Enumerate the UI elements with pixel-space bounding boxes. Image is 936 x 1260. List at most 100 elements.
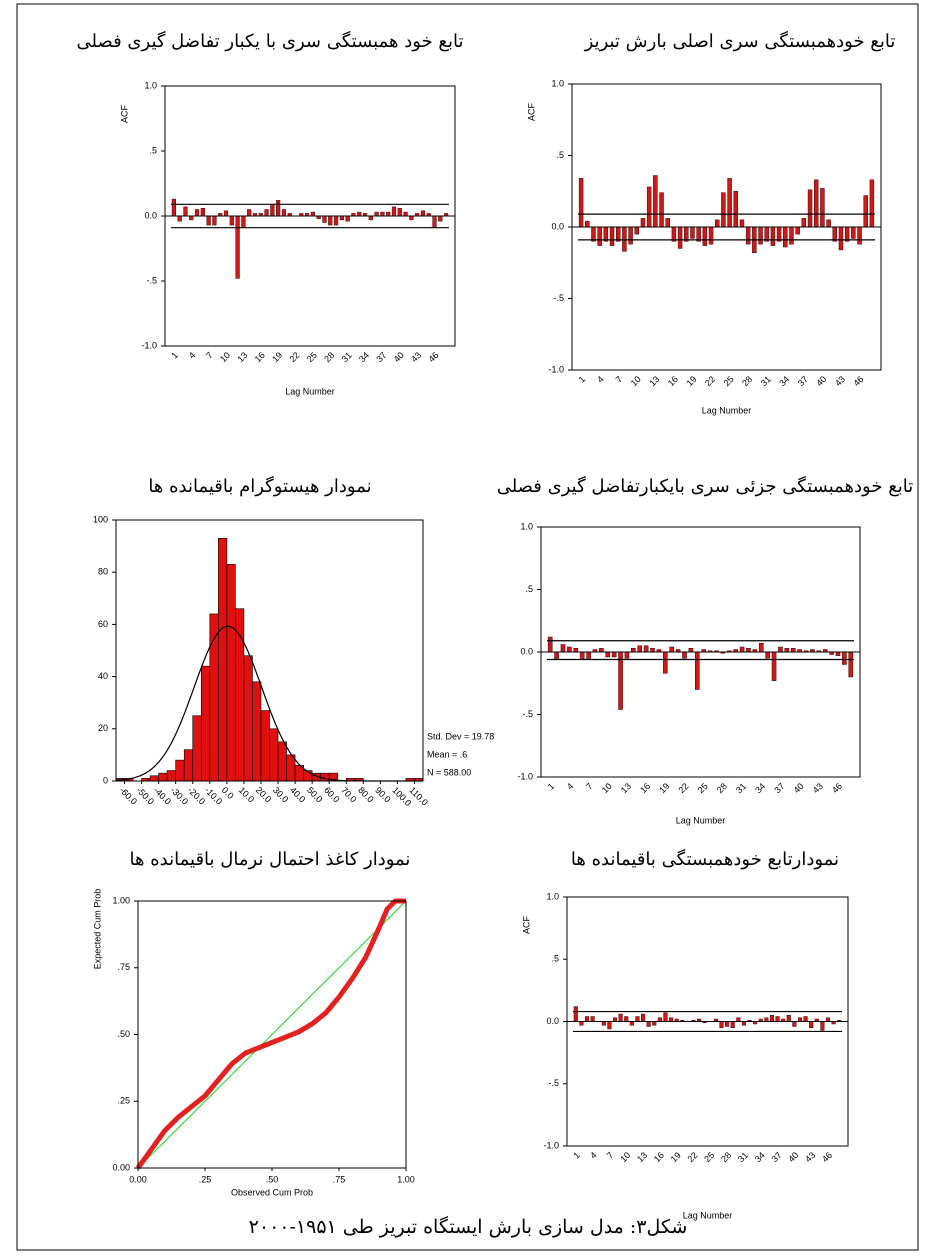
x-tick-label: 70.0 — [339, 785, 358, 804]
x-tick-label: 43 — [833, 374, 847, 388]
y-axis-label: ACF — [526, 102, 536, 121]
x-tick-label: -60.0 — [117, 785, 139, 807]
bar — [663, 1012, 668, 1022]
figure-border — [16, 3, 919, 1251]
stat-label: Std. Dev = 19.78 — [427, 731, 494, 741]
y-tick-label: 40 — [98, 671, 108, 681]
bar — [825, 1017, 831, 1022]
bar — [832, 226, 838, 242]
bar — [719, 1021, 724, 1028]
bar — [813, 179, 819, 228]
x-tick-label: 40 — [392, 350, 406, 364]
bar — [397, 207, 402, 217]
y-tick-label: 0.00 — [112, 1162, 130, 1172]
bar — [591, 226, 596, 242]
y-axis-label: ACF — [521, 915, 531, 934]
bar — [684, 226, 689, 242]
plot-frame — [571, 83, 882, 371]
y-tick-label: -1.0 — [141, 340, 157, 350]
x-tick-label: -40.0 — [152, 785, 174, 807]
histogram-bar — [149, 775, 159, 782]
histogram-bar — [320, 772, 330, 782]
bar — [702, 226, 708, 246]
x-tick-label: 4 — [595, 374, 606, 385]
x-tick-label: 22 — [287, 350, 301, 364]
x-tick-label: 4 — [565, 781, 576, 792]
bar — [733, 191, 739, 228]
bar — [809, 1021, 814, 1028]
bar — [609, 226, 615, 246]
y-tick-label: -.5 — [146, 275, 157, 285]
stat-label: N = 588.00 — [427, 767, 471, 777]
bar — [641, 1013, 646, 1022]
histogram-bar — [200, 665, 211, 782]
bar — [775, 1016, 780, 1022]
bar — [746, 648, 751, 653]
bar — [579, 651, 585, 660]
x-tick-label: 25 — [702, 1150, 716, 1164]
x-tick-label: 0.00 — [129, 1174, 147, 1184]
y-tick-label: 100 — [93, 514, 108, 524]
y-tick-label: 0 — [103, 775, 108, 785]
x-tick-label: 25 — [696, 781, 710, 795]
bar — [612, 1017, 618, 1022]
x-tick-label: 31 — [340, 350, 354, 364]
x-tick-label: 22 — [703, 374, 717, 388]
bar — [618, 1013, 623, 1022]
x-tick-label: 40 — [786, 1150, 800, 1164]
x-tick-label: 110.0 — [407, 785, 430, 808]
x-tick-label: 46 — [820, 1150, 834, 1164]
x-tick-label: 13 — [619, 781, 633, 795]
y-tick-label: -.5 — [522, 709, 533, 719]
x-tick-label: 46 — [426, 350, 440, 364]
bar — [739, 219, 745, 228]
histogram-bar — [166, 770, 176, 782]
histogram-bar — [252, 681, 262, 782]
y-tick-label: 0.0 — [520, 646, 533, 656]
y-tick-label: 1.0 — [546, 891, 559, 901]
x-tick-label: -30.0 — [169, 785, 191, 807]
bar — [438, 215, 443, 222]
y-tick-label: -1.0 — [517, 771, 533, 781]
bar — [826, 219, 831, 228]
x-tick-label: .75 — [333, 1174, 346, 1184]
bar — [328, 215, 333, 226]
bar — [432, 215, 437, 228]
bar — [345, 215, 350, 222]
histogram-bar — [183, 749, 194, 782]
y-tick-label: 0.0 — [546, 1016, 559, 1026]
x-tick-label: 34 — [753, 1150, 767, 1164]
x-tick-label: 25 — [305, 350, 319, 364]
x-tick-label: 50.0 — [305, 785, 324, 804]
stat-label: Mean = .6 — [427, 749, 467, 759]
x-tick-label: 28 — [740, 374, 754, 388]
bar — [776, 226, 782, 242]
bar — [281, 209, 287, 217]
bar — [646, 1021, 651, 1027]
histogram-bar — [192, 715, 202, 782]
x-axis-label: Observed Cum Prob — [231, 1187, 313, 1197]
x-tick-label: 22 — [676, 781, 690, 795]
bar — [835, 651, 841, 656]
x-tick-label: 16 — [638, 781, 652, 795]
x-tick-label: 25 — [722, 374, 736, 388]
x-tick-label: 13 — [647, 374, 661, 388]
bar — [671, 226, 677, 242]
bar — [838, 226, 844, 251]
bar — [730, 1021, 735, 1028]
bar — [624, 651, 630, 659]
bar — [420, 210, 426, 217]
x-tick-label: 1 — [546, 781, 557, 792]
x-tick-label: 4 — [588, 1150, 599, 1161]
x-tick-label: 34 — [357, 350, 371, 364]
bar — [607, 1021, 612, 1030]
bar — [380, 211, 385, 217]
bar — [628, 226, 633, 245]
bar — [624, 1016, 629, 1022]
bar — [857, 226, 862, 245]
bar — [739, 646, 745, 653]
bar — [276, 200, 281, 217]
bar — [578, 178, 584, 228]
bar — [764, 1017, 769, 1022]
bar — [690, 226, 695, 239]
